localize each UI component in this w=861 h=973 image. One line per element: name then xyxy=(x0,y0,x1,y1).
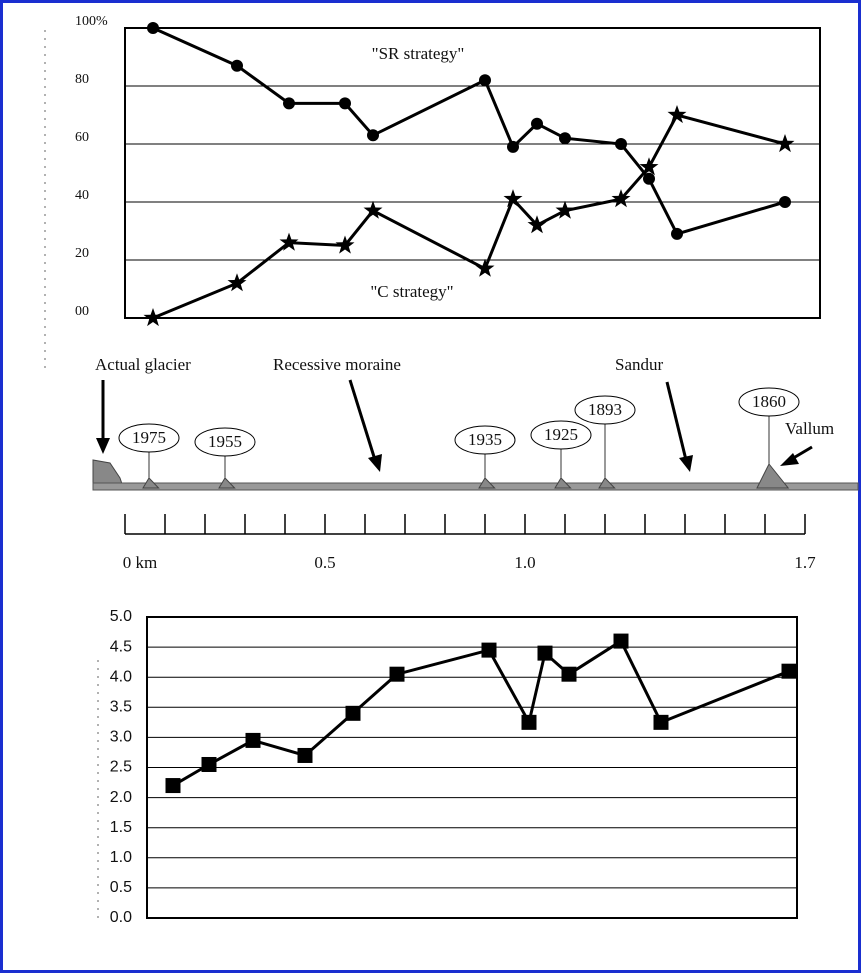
y-tick-label: 2.0 xyxy=(110,789,132,806)
point xyxy=(389,666,405,682)
y-tick-label: 2.5 xyxy=(110,759,132,776)
point xyxy=(537,645,553,661)
year-bubble xyxy=(574,395,636,425)
km-label: 0.5 xyxy=(314,553,335,572)
point xyxy=(479,74,491,87)
y-tick-label: 1.0 xyxy=(110,849,132,866)
point xyxy=(781,663,797,679)
point xyxy=(279,232,299,251)
year-bubble xyxy=(194,427,256,457)
km-label: 1.7 xyxy=(794,553,816,572)
moraine xyxy=(218,477,236,489)
point xyxy=(507,140,519,153)
year-label: 1975 xyxy=(132,428,166,447)
point xyxy=(231,59,243,72)
y-tick-label: 80 xyxy=(75,72,89,87)
point xyxy=(521,714,537,730)
point xyxy=(611,189,631,208)
year-label: 1860 xyxy=(752,392,786,411)
point xyxy=(283,97,295,110)
point xyxy=(779,196,791,208)
y-tick-label: 3.5 xyxy=(110,699,132,716)
point xyxy=(335,235,355,254)
annotation: "C strategy" xyxy=(370,282,453,301)
y-tick-label: 40 xyxy=(75,188,89,203)
point xyxy=(147,22,159,34)
point xyxy=(345,705,361,721)
y-tick-label: 5.0 xyxy=(110,608,132,625)
moraine xyxy=(554,477,572,489)
point xyxy=(559,132,571,145)
y-tick-label: 4.5 xyxy=(110,638,132,655)
point xyxy=(615,138,627,150)
plot-frame xyxy=(146,616,798,919)
plot-frame xyxy=(124,27,821,319)
moraine xyxy=(478,477,496,489)
point xyxy=(367,129,379,142)
transect: Actual glacier Recessive moraine Sandur … xyxy=(92,355,859,572)
transect-label: Actual glacier xyxy=(95,355,191,374)
point xyxy=(561,666,577,682)
point xyxy=(613,633,629,649)
y-tick-label: 60 xyxy=(75,130,89,145)
y-tick-label: 0.5 xyxy=(110,879,132,896)
ground xyxy=(92,482,859,491)
arrows xyxy=(96,379,813,472)
point xyxy=(201,756,217,772)
point xyxy=(363,200,383,219)
transect-label: Sandur xyxy=(615,355,664,374)
moraine xyxy=(598,477,616,489)
point xyxy=(531,117,543,130)
year-label: 1935 xyxy=(468,430,502,449)
year-bubble xyxy=(454,425,516,455)
y-tick-label: 3.0 xyxy=(110,729,132,746)
y-tick-label: 4.0 xyxy=(110,668,132,685)
y-tick-label: 00 xyxy=(75,304,89,319)
transect-label: Recessive moraine xyxy=(273,355,401,374)
point xyxy=(653,714,669,730)
year-label: 1925 xyxy=(544,425,578,444)
year-label: 1893 xyxy=(588,400,622,419)
point xyxy=(475,258,495,277)
point xyxy=(165,778,181,794)
point xyxy=(481,642,497,658)
y-tick-label: 20 xyxy=(75,246,89,261)
point xyxy=(667,105,687,124)
year-bubble xyxy=(738,387,800,417)
point xyxy=(527,215,547,234)
point xyxy=(227,273,247,292)
annotation: "SR strategy" xyxy=(372,44,465,63)
year-bubble xyxy=(118,423,180,453)
moraine xyxy=(142,477,160,489)
y-tick-label: 100% xyxy=(75,14,108,29)
point xyxy=(555,200,575,219)
point xyxy=(643,172,655,185)
y-tick-label: 1.5 xyxy=(110,819,132,836)
moraine xyxy=(756,463,790,489)
transect-label: Vallum xyxy=(785,419,834,438)
point xyxy=(245,732,261,748)
point xyxy=(143,308,163,327)
point xyxy=(339,97,351,110)
point xyxy=(671,227,683,240)
point xyxy=(503,189,523,208)
point xyxy=(297,747,313,763)
km-label: 1.0 xyxy=(514,553,535,572)
km-label: 0 km xyxy=(123,553,157,572)
year-bubble xyxy=(530,420,592,450)
year-label: 1955 xyxy=(208,432,242,451)
point xyxy=(775,134,795,153)
point xyxy=(639,157,659,176)
y-tick-label: 0.0 xyxy=(110,909,132,926)
